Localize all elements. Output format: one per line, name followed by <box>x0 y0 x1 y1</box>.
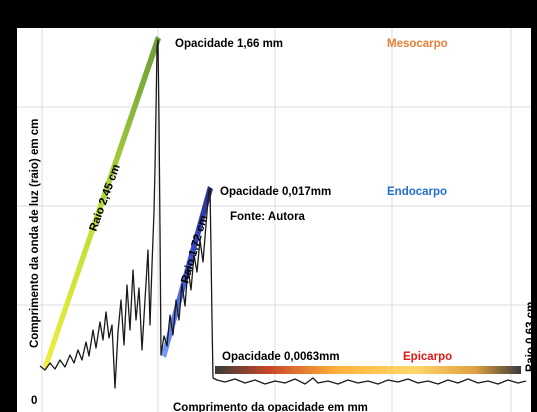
epicarpo-opacity-label: Opacidade 0,0063mm <box>222 351 340 363</box>
epicarpo-legend-label: Epicarpo <box>403 351 452 363</box>
grid <box>17 28 531 412</box>
x-axis-label: Comprimento da opacidade em mm <box>173 402 368 412</box>
mesocarpo-legend-label: Mesocarpo <box>387 38 448 50</box>
endocarpo-opacity-label: Opacidade 0,017mm <box>220 186 331 198</box>
epicarpo-radius-label: Raio 0,63 cm <box>525 302 537 372</box>
mesocarpo-opacity-label: Opacidade 1,66 mm <box>175 38 283 50</box>
source-note: Fonte: Autora <box>230 211 306 223</box>
epicarpo-radius-bar <box>215 366 521 374</box>
y-axis-label: Comprimento da onda de luz (raio) em cm <box>29 119 41 348</box>
origin-tick-label: 0 <box>31 395 37 407</box>
endocarpo-radius-bar <box>161 186 213 358</box>
mesocarpo-radius-bar <box>43 36 161 370</box>
endocarpo-legend-label: Endocarpo <box>387 186 447 198</box>
plot-background <box>17 28 531 412</box>
signal-trace <box>39 39 527 389</box>
